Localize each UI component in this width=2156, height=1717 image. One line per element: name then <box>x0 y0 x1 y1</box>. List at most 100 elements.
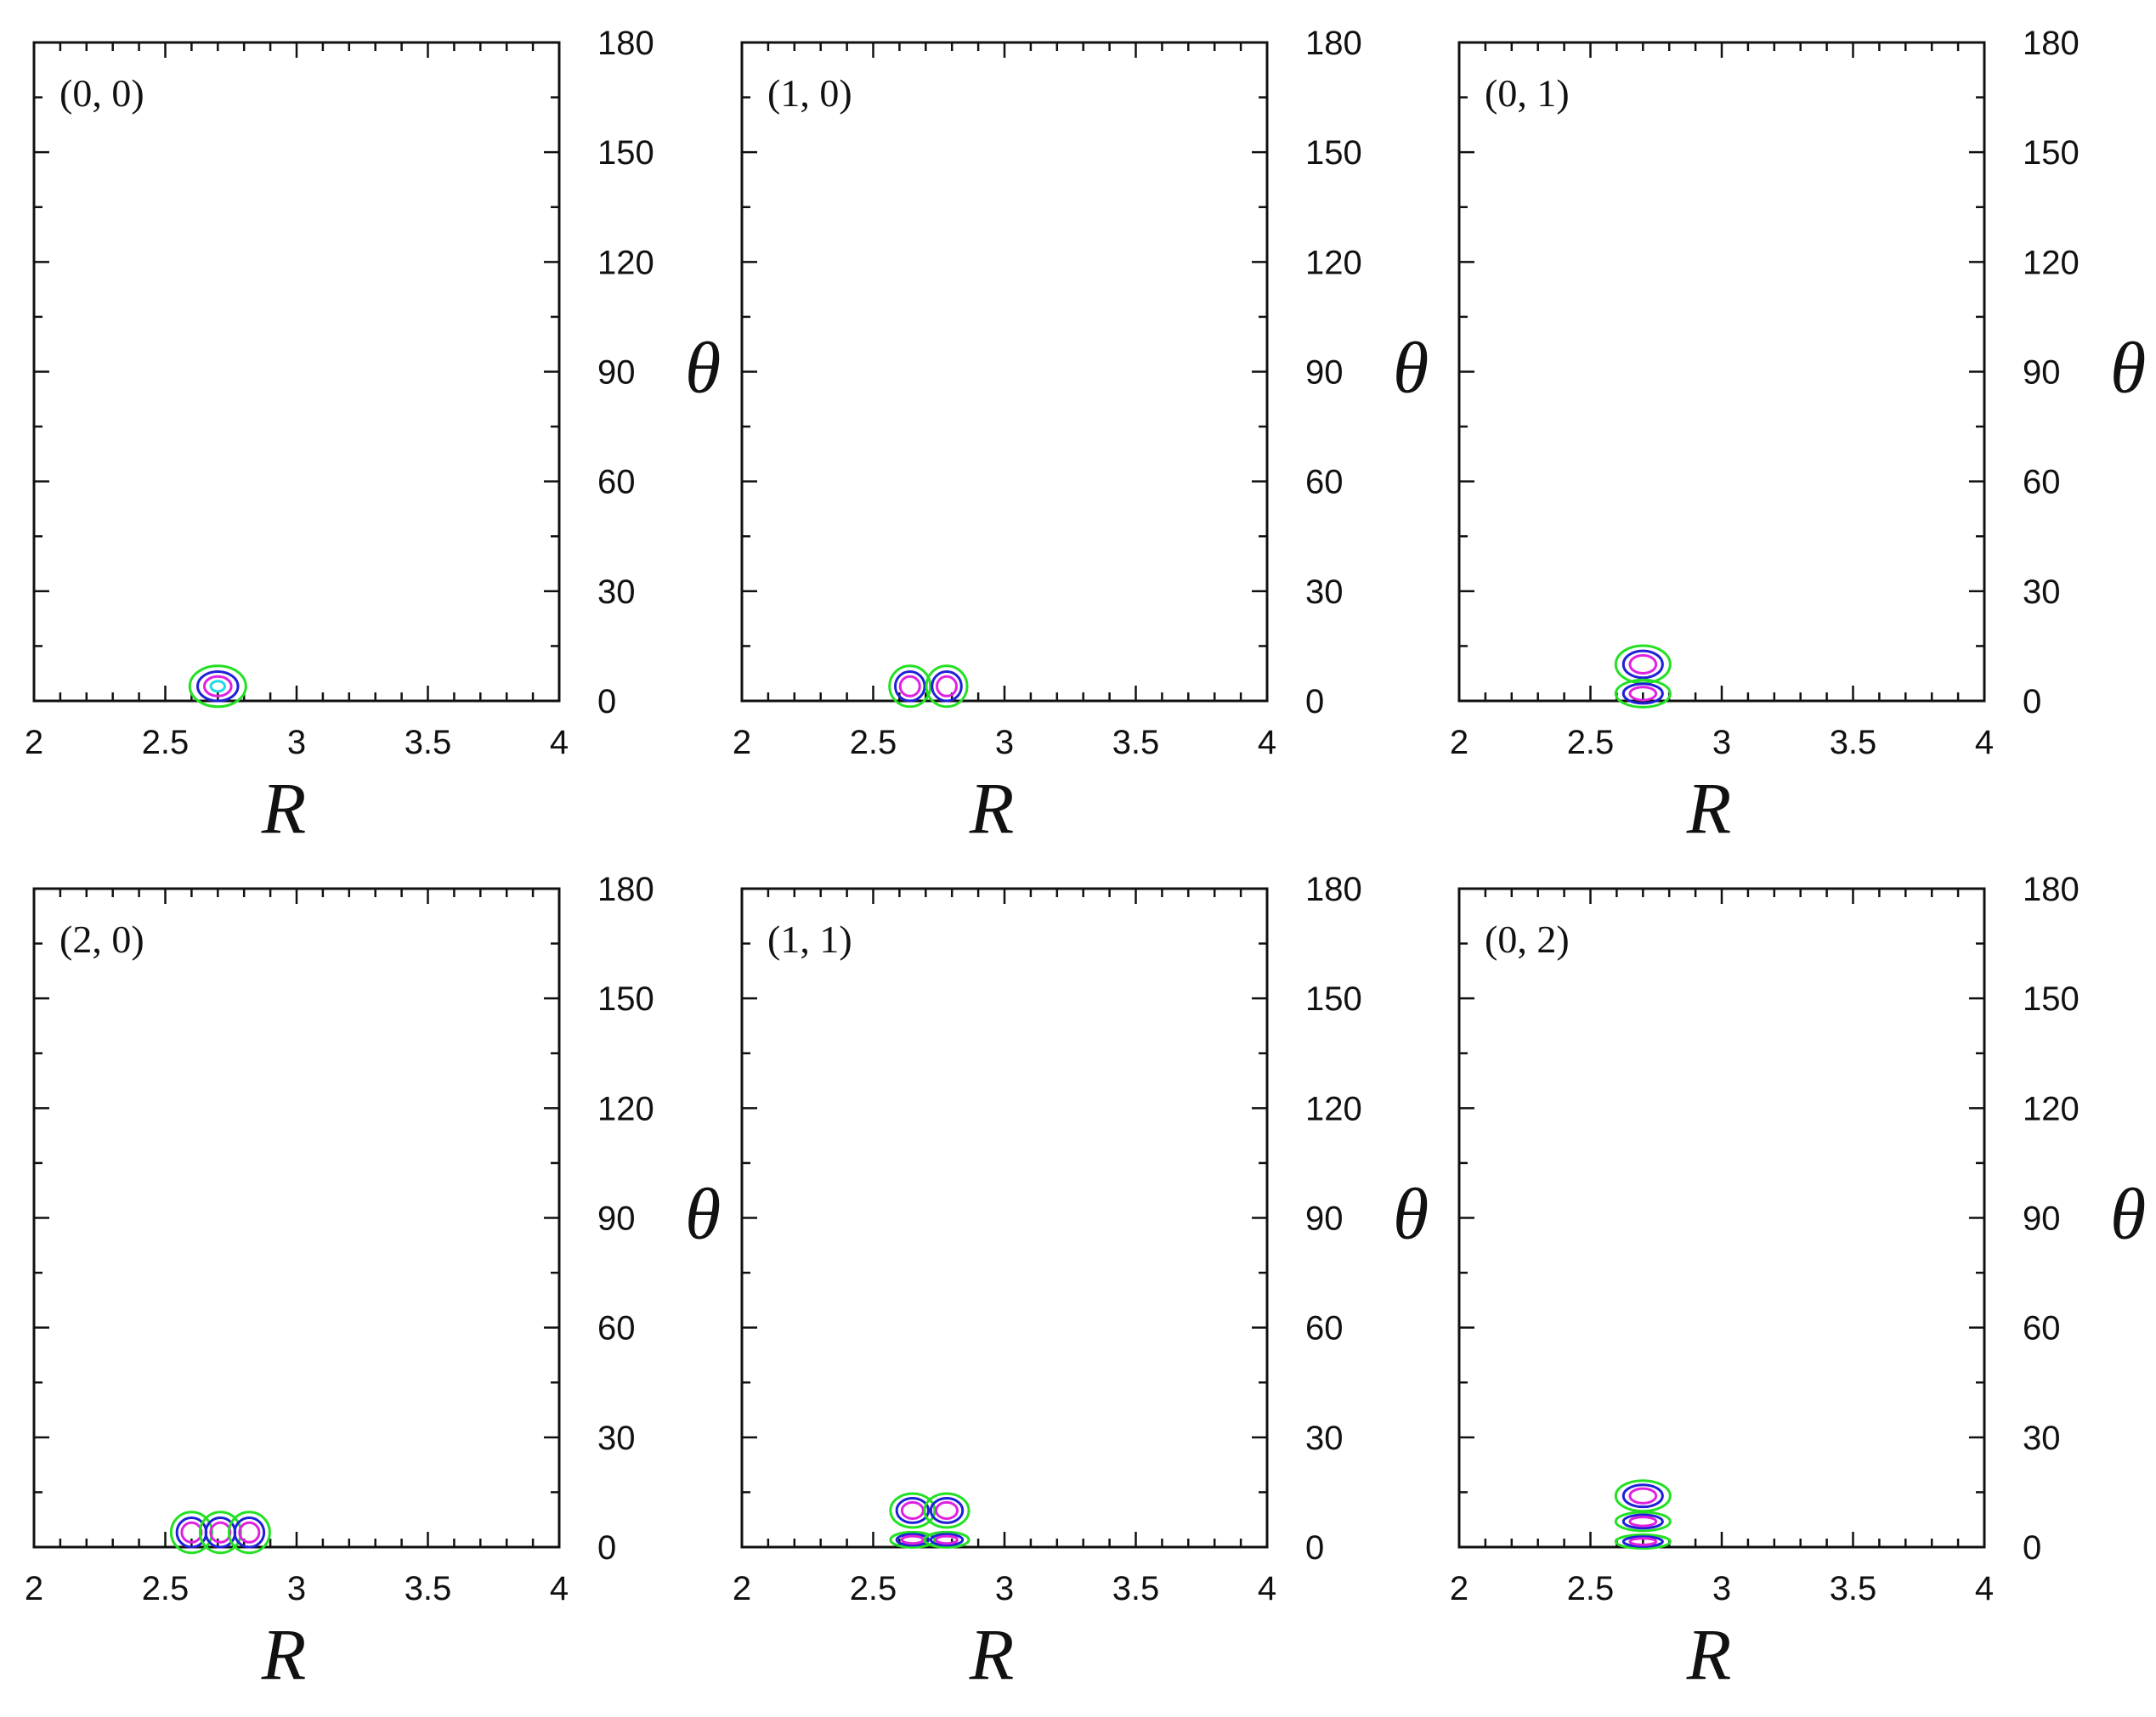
y-tick-label: 180 <box>1305 871 1362 908</box>
contour-line <box>935 1534 959 1545</box>
contour-line <box>1614 1533 1672 1550</box>
contour-line <box>898 675 921 698</box>
contour-line <box>923 1530 970 1549</box>
y-tick-label: 150 <box>2023 980 2080 1018</box>
x-tick-label: 4 <box>550 1570 569 1607</box>
contour-line <box>238 1521 261 1544</box>
contour-line <box>1621 1483 1664 1509</box>
y-axis-label: θ <box>1393 1173 1429 1255</box>
y-tick-label: 150 <box>597 980 654 1018</box>
contour-line <box>931 669 963 703</box>
contour-lobe <box>923 1492 970 1529</box>
contour-line <box>1614 678 1672 709</box>
y-tick-label: 30 <box>1305 573 1344 611</box>
y-tick-label: 60 <box>2023 464 2061 501</box>
y-axis-label: θ <box>1393 327 1429 409</box>
contour-lobe <box>889 1492 937 1529</box>
contour-panel-6: 2 2.5 3 3.5 40 30 60 90 120 150 180 Rθ (0, 2) <box>1450 871 2146 1695</box>
x-tick-label: 3.5 <box>1830 724 1877 761</box>
panel-label: (0, 2) <box>1485 918 1570 961</box>
y-tick-label: 120 <box>2023 1090 2080 1127</box>
contour-line <box>1621 649 1664 680</box>
y-axis-label: θ <box>2110 1173 2146 1255</box>
contour-line <box>198 1511 242 1555</box>
contour-line <box>1614 1511 1672 1533</box>
contour-line <box>1621 682 1664 705</box>
contour-line <box>923 1492 970 1529</box>
x-tick-label: 4 <box>550 724 569 761</box>
contour-line <box>1628 653 1658 675</box>
contour-lobe <box>188 664 247 709</box>
y-tick-label: 120 <box>1305 244 1362 281</box>
plot-frame <box>740 887 1269 1549</box>
y-tick-label: 90 <box>1305 354 1344 392</box>
contour-lobe <box>1614 1511 1672 1533</box>
x-tick-label: 3 <box>287 1570 306 1607</box>
x-tick-label: 2 <box>25 724 43 761</box>
contour-line <box>935 1500 959 1521</box>
contour-line <box>209 680 227 693</box>
y-tick-label: 180 <box>597 25 654 62</box>
contour-lobe <box>889 1530 937 1549</box>
contour-line <box>227 1511 271 1555</box>
contour-lobe <box>198 1511 242 1555</box>
contour-line <box>895 1497 931 1524</box>
x-tick-label: 2 <box>1450 724 1468 761</box>
contour-line <box>888 664 932 709</box>
x-tick-label: 2.5 <box>142 724 190 761</box>
plot-frame <box>32 887 561 1549</box>
y-tick-label: 90 <box>597 354 636 392</box>
y-tick-label: 30 <box>597 1420 636 1457</box>
y-tick-label: 0 <box>2023 683 2041 720</box>
y-tick-label: 180 <box>2023 871 2080 908</box>
y-tick-label: 120 <box>1305 1090 1362 1127</box>
x-tick-label: 3 <box>995 724 1014 761</box>
contour-panel-5: 2 2.5 3 3.5 40 30 60 90 120 150 180 Rθ (1, 1) <box>733 871 1429 1695</box>
contour-panel-4: 2 2.5 3 3.5 40 30 60 90 120 150 180 Rθ (2, 0) <box>25 871 721 1695</box>
y-tick-label: 120 <box>597 1090 654 1127</box>
contour-line <box>188 664 247 709</box>
x-tick-label: 3.5 <box>405 724 452 761</box>
x-tick-label: 2.5 <box>850 1570 897 1607</box>
y-tick-label: 90 <box>2023 354 2061 392</box>
x-axis-label: R <box>1686 767 1732 849</box>
contour-lobe <box>925 664 969 709</box>
x-tick-label: 2 <box>25 1570 43 1607</box>
x-tick-label: 3 <box>995 1570 1014 1607</box>
y-tick-label: 60 <box>2023 1310 2061 1347</box>
contour-lobe <box>1614 1533 1672 1550</box>
contour-panel-2: 2 2.5 3 3.5 40 30 60 90 120 150 180 Rθ (1, 0) <box>733 25 1429 849</box>
y-tick-label: 60 <box>1305 1310 1344 1347</box>
y-tick-label: 120 <box>2023 244 2080 281</box>
contour-line <box>929 1533 965 1547</box>
plot-frame <box>1457 887 1986 1549</box>
plot-frame <box>740 41 1269 703</box>
contour-line <box>936 675 959 698</box>
y-axis-label: θ <box>685 327 721 409</box>
contour-line <box>209 1521 232 1544</box>
y-tick-label: 30 <box>1305 1420 1344 1457</box>
panel-label: (0, 0) <box>59 71 144 115</box>
x-tick-label: 2 <box>733 724 751 761</box>
y-tick-label: 0 <box>1305 1529 1324 1567</box>
contour-line <box>1628 1537 1658 1546</box>
plot-frame <box>1457 41 1986 703</box>
panel-label: (1, 1) <box>767 918 852 961</box>
y-tick-label: 150 <box>1305 980 1362 1018</box>
x-tick-label: 3.5 <box>1112 1570 1160 1607</box>
contour-line <box>202 675 233 698</box>
contour-line <box>929 1497 965 1524</box>
contour-line <box>169 1511 213 1555</box>
x-tick-label: 4 <box>1258 1570 1276 1607</box>
x-tick-label: 4 <box>1258 724 1276 761</box>
contour-panel-1: 2 2.5 3 3.5 40 30 60 90 120 150 180 Rθ (0, 0) <box>25 25 721 849</box>
y-tick-label: 30 <box>597 573 636 611</box>
contour-lobe <box>1614 644 1672 685</box>
contour-lobe <box>227 1511 271 1555</box>
y-tick-label: 60 <box>597 1310 636 1347</box>
plot-frame <box>32 41 561 703</box>
y-tick-label: 0 <box>1305 683 1324 720</box>
y-tick-label: 30 <box>2023 1420 2061 1457</box>
y-tick-label: 30 <box>2023 573 2061 611</box>
